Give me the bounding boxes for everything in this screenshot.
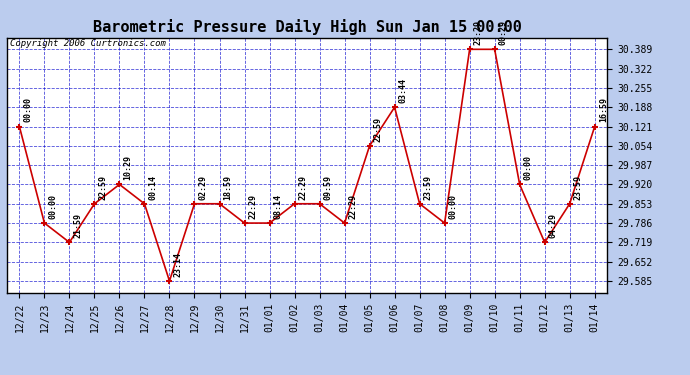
Text: 22:29: 22:29 xyxy=(348,194,357,219)
Text: 00:14: 00:14 xyxy=(148,175,157,200)
Text: 08:14: 08:14 xyxy=(274,194,283,219)
Text: 22:29: 22:29 xyxy=(248,194,257,219)
Text: 00:00: 00:00 xyxy=(524,155,533,180)
Text: 09:59: 09:59 xyxy=(324,175,333,200)
Text: 16:59: 16:59 xyxy=(599,98,608,122)
Text: 23:59: 23:59 xyxy=(574,175,583,200)
Text: 04:29: 04:29 xyxy=(549,213,558,238)
Text: 22:59: 22:59 xyxy=(374,117,383,142)
Text: 00:00: 00:00 xyxy=(48,194,57,219)
Title: Barometric Pressure Daily High Sun Jan 15 00:00: Barometric Pressure Daily High Sun Jan 1… xyxy=(92,19,522,35)
Text: 22:29: 22:29 xyxy=(299,175,308,200)
Text: 02:29: 02:29 xyxy=(199,175,208,200)
Text: 00:29: 00:29 xyxy=(499,20,508,45)
Text: Copyright 2006 Curtronics.com: Copyright 2006 Curtronics.com xyxy=(10,39,166,48)
Text: 23:59: 23:59 xyxy=(424,175,433,200)
Text: 00:00: 00:00 xyxy=(23,98,32,122)
Text: 10:29: 10:29 xyxy=(124,155,132,180)
Text: 00:00: 00:00 xyxy=(448,194,457,219)
Text: 23:29: 23:29 xyxy=(474,20,483,45)
Text: 21:59: 21:59 xyxy=(74,213,83,238)
Text: 23:14: 23:14 xyxy=(174,252,183,277)
Text: 22:59: 22:59 xyxy=(99,175,108,200)
Text: 18:59: 18:59 xyxy=(224,175,233,200)
Text: 03:44: 03:44 xyxy=(399,78,408,103)
